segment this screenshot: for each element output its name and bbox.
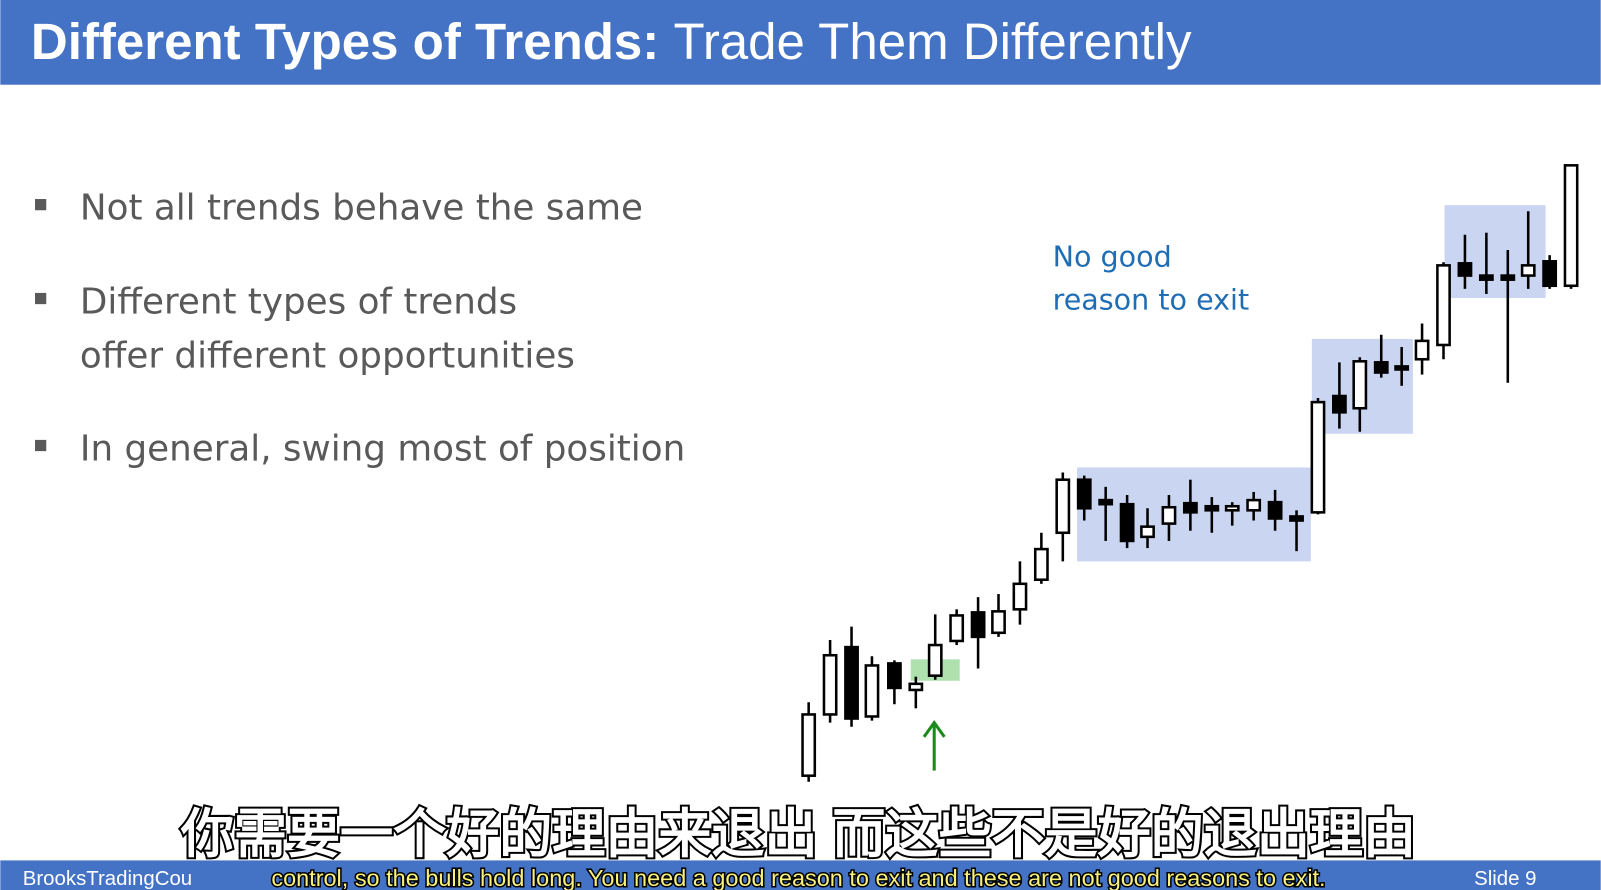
candle-body (970, 611, 986, 639)
candle-body (1098, 498, 1114, 506)
candle-body (1563, 164, 1579, 288)
candle-body (1414, 339, 1430, 361)
candle-body (1055, 478, 1071, 535)
range-box (1444, 205, 1546, 299)
candle-body (844, 645, 859, 720)
candle-body (1224, 504, 1240, 512)
candle-body (1500, 274, 1516, 281)
candle-body (908, 682, 924, 692)
candle-body (1310, 400, 1326, 514)
candle-body (1520, 264, 1536, 277)
candle-body (1246, 498, 1262, 512)
title-rest: Trade Them Differently (674, 13, 1192, 70)
annotation: No good (1053, 239, 1172, 273)
bullet-text: Not all trends behave the same (80, 187, 643, 228)
arrow-head (922, 719, 946, 738)
candle-body (801, 713, 817, 777)
candle-body (1394, 365, 1410, 371)
candle-body (991, 610, 1006, 635)
footer-bar (0, 860, 1601, 890)
candle-body (1436, 264, 1451, 347)
candle-body (1076, 478, 1092, 510)
subtitle-chinese: 你需要一个好的理由来退出 而这些不是好的退出理由 (180, 805, 1416, 864)
candle-body (1373, 361, 1389, 374)
candle-body (1012, 582, 1028, 611)
candle-body (1182, 501, 1198, 514)
candle-body (822, 653, 838, 716)
header-bar (0, 0, 1601, 85)
slide-number: Slide 9 (1474, 868, 1536, 890)
candle-body (886, 662, 902, 690)
bullet-marker (35, 439, 47, 452)
candle-body (1478, 274, 1494, 281)
price-drawing (801, 164, 1579, 782)
bullet-text: Different types of trends (80, 281, 517, 322)
bullet-list: Not all trends behave the same Different… (35, 187, 685, 469)
annotation: reason to exit (1053, 282, 1250, 316)
footer-source: BrooksTradingCou (23, 868, 192, 890)
title-bold: Different Types of Trends: (31, 13, 659, 70)
bullet-text: In general, swing most of position (80, 428, 685, 469)
candle-body (1267, 500, 1283, 520)
bullet-marker (35, 199, 47, 211)
candle-body (927, 643, 943, 677)
candle-body (1204, 504, 1220, 512)
candle-body (949, 614, 965, 643)
subtitle-english: control, so the bulls hold long. You nee… (271, 865, 1325, 890)
bullet-marker (35, 292, 47, 305)
candle-body (1352, 360, 1368, 410)
candle-body (1161, 505, 1177, 525)
candle-body (1457, 262, 1473, 277)
bullet-text: offer different opportunities (80, 335, 575, 376)
candle-body (1542, 260, 1558, 288)
candle-body (1331, 394, 1347, 414)
candle-body (1119, 502, 1135, 543)
candle-body (1033, 547, 1049, 582)
candle-body (1289, 515, 1304, 522)
candle-body (864, 664, 880, 718)
title: Different Types of Trends: Trade Them Dif… (31, 13, 1192, 70)
candle-body (1140, 525, 1155, 539)
